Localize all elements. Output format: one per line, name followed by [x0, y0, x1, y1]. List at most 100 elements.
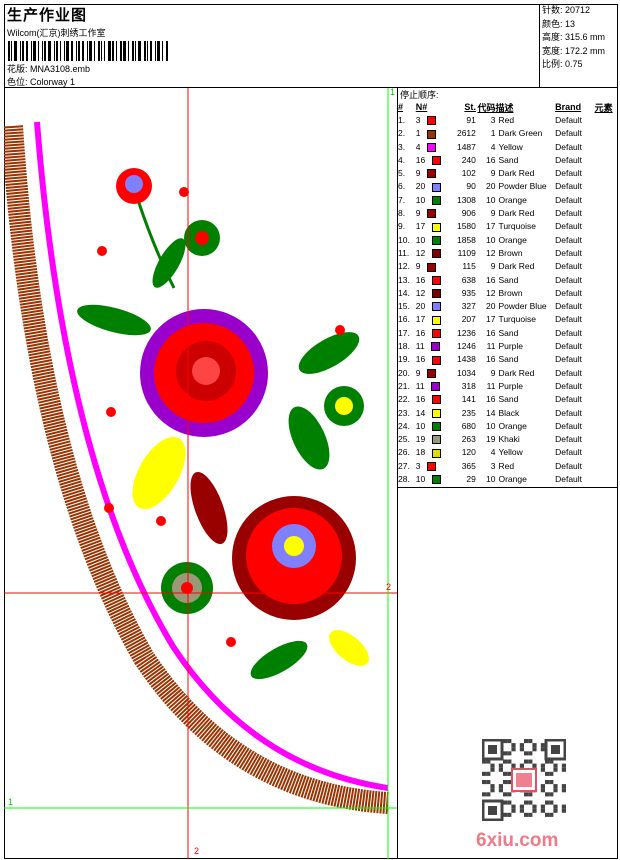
- brand: Default: [555, 420, 583, 431]
- stitch-count: 318: [461, 380, 476, 391]
- brand: Default: [555, 141, 583, 152]
- color-code: 16: [485, 274, 496, 285]
- row-index: 24.: [398, 420, 410, 431]
- color-swatch: [426, 169, 436, 179]
- brand: Default: [555, 274, 583, 285]
- stitch-count: 1858: [456, 234, 476, 245]
- table-row: 24. 10 680 10 Orange Default: [398, 420, 618, 433]
- needle-value: 14: [415, 407, 426, 418]
- color-description: Brown: [498, 247, 523, 258]
- stitch-count: 935: [461, 287, 476, 298]
- panel-title: 停止顺序:: [400, 90, 439, 100]
- color-code: 12: [485, 287, 496, 298]
- brand: Default: [555, 115, 583, 125]
- color-code: 17: [485, 314, 496, 325]
- column-header: 代码: [477, 102, 496, 113]
- border-band-brown: [4, 125, 389, 814]
- brand: Default: [555, 287, 583, 298]
- row-index: 14.: [398, 287, 410, 298]
- row-index: 16.: [398, 314, 410, 325]
- color-code: 10: [485, 420, 496, 431]
- table-row: 8. 9 906 9 Dark Red Default: [398, 207, 618, 220]
- needle-value: 9: [415, 261, 421, 272]
- needle-number: 16: [416, 154, 441, 167]
- row-index: 9.: [398, 221, 406, 232]
- stitch-count: 235: [461, 407, 476, 418]
- needle-value: 10: [415, 194, 426, 205]
- color-swatch: [431, 422, 441, 432]
- color-code: 4: [490, 447, 496, 458]
- needle-value: 16: [415, 154, 426, 165]
- stitch-count: 327: [461, 301, 476, 312]
- brand: Default: [555, 394, 583, 405]
- color-description: Sand: [498, 394, 519, 405]
- flower-main: [77, 304, 360, 545]
- color-swatch: [431, 275, 441, 285]
- stitch-count: 115: [462, 261, 476, 272]
- color-code: 11: [486, 341, 496, 352]
- marker-green-1-top: 1: [390, 88, 396, 97]
- design-preview: 1 1 2 2: [4, 88, 398, 859]
- needle-value: 20: [415, 301, 426, 312]
- needle-number: 3: [416, 460, 441, 473]
- color-code: 9: [490, 367, 496, 378]
- color-code: 19: [485, 434, 496, 445]
- color-code: 9: [490, 208, 496, 219]
- color-swatch: [431, 196, 441, 206]
- color-code: 9: [490, 168, 496, 179]
- needle-number: 12: [416, 247, 441, 260]
- row-index: 2.: [398, 128, 406, 139]
- color-description: Dark Green: [498, 128, 543, 139]
- company-name: Wilcom(汇京)刺绣工作室: [7, 28, 106, 38]
- needle-number: 16: [416, 327, 441, 340]
- flower-lower: [232, 496, 369, 680]
- row-index: 19.: [398, 354, 410, 365]
- color-description: Purple: [498, 380, 524, 391]
- table-row: 15. 20 327 20 Powder Blue Default: [398, 300, 618, 313]
- needle-value: 4: [415, 141, 421, 152]
- needle-number: 10: [416, 473, 441, 486]
- color-description: Dark Red: [498, 367, 535, 378]
- color-swatch: [426, 142, 436, 152]
- table-row: 26. 18 120 4 Yellow Default: [398, 446, 618, 459]
- stitch-count: 29: [466, 474, 476, 485]
- color-code: 20: [485, 181, 496, 192]
- brand: Default: [555, 380, 583, 391]
- needle-number: 3: [416, 114, 441, 127]
- color-swatch: [426, 116, 436, 126]
- brand: Default: [555, 407, 583, 418]
- table-row: 28. 10 29 10 Orange Default: [398, 473, 618, 486]
- color-description: Brown: [498, 287, 523, 298]
- row-index: 10.: [398, 234, 410, 245]
- stitch-count: 90: [466, 181, 476, 192]
- stitch-count: 1034: [456, 367, 476, 378]
- needle-value: 16: [415, 394, 426, 405]
- needle-value: 3: [415, 115, 421, 125]
- table-row: 9. 17 1580 17 Turquoise Default: [398, 220, 618, 233]
- color-swatch: [431, 156, 441, 166]
- needle-number: 9: [416, 367, 441, 380]
- color-code: 10: [485, 194, 496, 205]
- needle-value: 17: [415, 221, 426, 232]
- table-row: 20. 9 1034 9 Dark Red Default: [398, 367, 618, 380]
- stitch-count: 240: [461, 154, 476, 165]
- color-code: 14: [485, 407, 496, 418]
- column-header: 元素: [594, 102, 613, 113]
- needle-number: 12: [416, 287, 441, 300]
- row-index: 25.: [398, 434, 410, 445]
- color-swatch: [431, 395, 441, 405]
- needle-number: 4: [416, 141, 441, 154]
- needle-value: 19: [415, 434, 426, 445]
- row-index: 13.: [398, 274, 410, 285]
- stitch-count: 120: [461, 447, 476, 458]
- brand: Default: [555, 221, 583, 232]
- brand: Default: [555, 474, 583, 485]
- brand: Default: [555, 367, 583, 378]
- row-index: 15.: [398, 301, 410, 312]
- needle-value: 9: [415, 168, 421, 179]
- table-row: 19. 16 1438 16 Sand Default: [398, 353, 618, 366]
- needle-number: 17: [416, 220, 441, 233]
- row-index: 5.: [398, 168, 406, 179]
- stitch-count: 906: [461, 208, 476, 219]
- color-swatch: [431, 235, 441, 245]
